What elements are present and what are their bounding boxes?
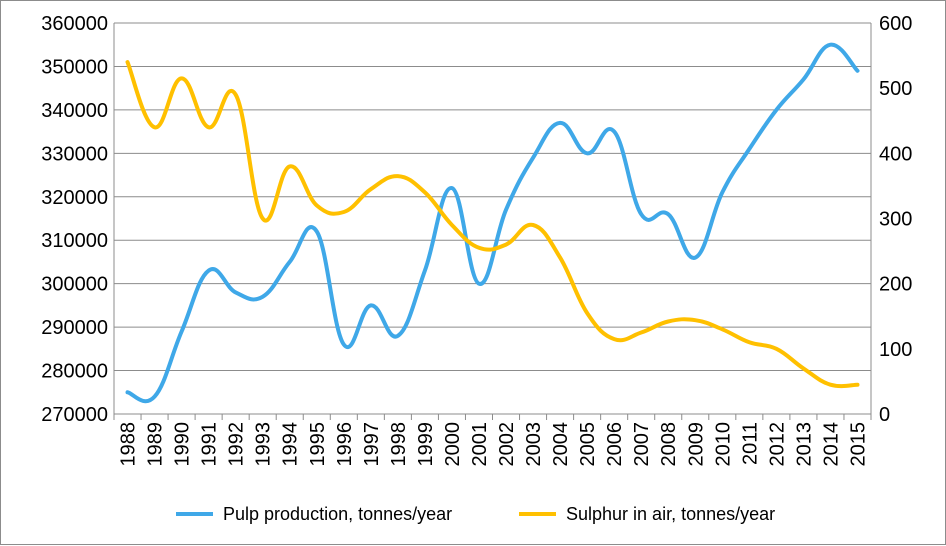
right-tick-label: 0 bbox=[879, 404, 890, 426]
left-tick-label: 350000 bbox=[41, 56, 108, 78]
x-tick-label: 1990 bbox=[172, 422, 194, 467]
x-tick-label: 1996 bbox=[334, 422, 356, 467]
right-tick-label: 600 bbox=[879, 13, 912, 35]
x-tick-label: 2006 bbox=[604, 422, 626, 467]
left-tick-label: 360000 bbox=[41, 13, 108, 35]
legend-label-pulp: Pulp production, tonnes/year bbox=[223, 504, 452, 524]
left-tick-label: 270000 bbox=[41, 404, 108, 426]
right-tick-label: 500 bbox=[879, 78, 912, 100]
x-tick-label: 2012 bbox=[766, 422, 788, 467]
right-tick-label: 400 bbox=[879, 143, 912, 165]
x-tick-label: 2002 bbox=[496, 422, 518, 467]
left-tick-label: 340000 bbox=[41, 100, 108, 122]
right-tick-label: 300 bbox=[879, 209, 912, 231]
x-tick-label: 1989 bbox=[145, 422, 167, 467]
left-axis-ticks: 360000 350000 340000 330000 320000 310000 3000… bbox=[41, 13, 108, 426]
x-tick-label: 1993 bbox=[253, 422, 275, 467]
right-tick-label: 100 bbox=[879, 339, 912, 361]
x-tick-label: 2010 bbox=[712, 422, 734, 467]
x-tick-label: 1995 bbox=[307, 422, 329, 467]
x-axis-ticks: 1988 1989 1990 1991 1992 1993 1994 1995 1996 1997… bbox=[113, 414, 872, 467]
x-tick-label: 2000 bbox=[442, 422, 464, 467]
x-tick-label: 1997 bbox=[361, 422, 383, 467]
x-tick-label: 2013 bbox=[793, 422, 815, 467]
x-tick-label: 2004 bbox=[550, 422, 572, 467]
x-tick-label: 2008 bbox=[658, 422, 680, 467]
x-tick-label: 1988 bbox=[118, 422, 140, 467]
left-tick-label: 310000 bbox=[41, 230, 108, 252]
series-line-sulphur bbox=[125, 60, 860, 389]
x-tick-label: 1991 bbox=[199, 422, 221, 467]
x-tick-label: 2009 bbox=[685, 422, 707, 467]
series-lines bbox=[125, 42, 860, 404]
x-tick-label: 2001 bbox=[469, 422, 491, 467]
legend-label-sulphur: Sulphur in air, tonnes/year bbox=[566, 504, 775, 524]
x-tick-label: 2003 bbox=[523, 422, 545, 467]
left-tick-label: 320000 bbox=[41, 187, 108, 209]
x-tick-label: 2011 bbox=[739, 422, 761, 465]
x-tick-label: 2005 bbox=[577, 422, 599, 467]
x-tick-label: 2007 bbox=[631, 422, 653, 467]
x-tick-label: 1998 bbox=[388, 422, 410, 467]
left-tick-label: 290000 bbox=[41, 317, 108, 339]
left-tick-label: 330000 bbox=[41, 143, 108, 165]
right-axis-ticks: 600 500 400 300 200 100 0 bbox=[879, 13, 912, 426]
x-tick-label: 2014 bbox=[820, 422, 842, 467]
gridlines bbox=[113, 22, 872, 415]
left-tick-label: 300000 bbox=[41, 274, 108, 296]
x-tick-label: 1999 bbox=[415, 422, 437, 467]
series-line-pulp bbox=[125, 42, 860, 404]
right-tick-label: 200 bbox=[879, 274, 912, 296]
left-tick-label: 280000 bbox=[41, 361, 108, 383]
x-tick-label: 2015 bbox=[847, 422, 869, 467]
x-tick-label: 1994 bbox=[280, 422, 302, 467]
legend: Pulp production, tonnes/year Sulphur in … bbox=[176, 504, 775, 524]
x-tick-label: 1992 bbox=[226, 422, 248, 467]
